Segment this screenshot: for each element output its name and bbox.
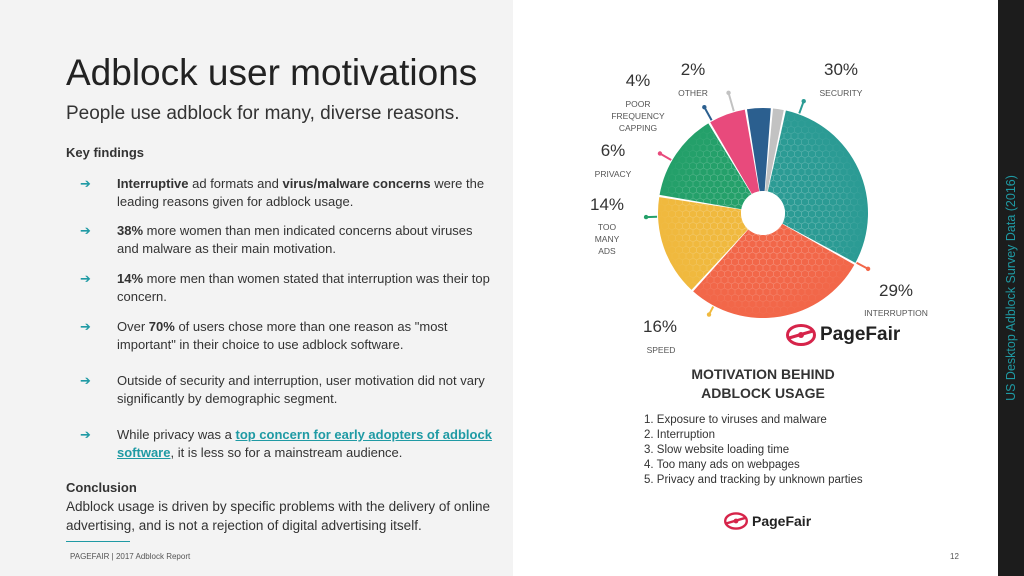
slice-texture <box>693 223 855 318</box>
pagefair-logo-icon <box>786 324 816 346</box>
donut-hole <box>741 191 785 235</box>
finding-run: Outside of security and interruption, us… <box>117 373 485 406</box>
pie-slice <box>710 109 760 194</box>
slice-value-label: 6% <box>601 141 626 160</box>
slice-texture <box>659 123 752 210</box>
finding-text: 38% more women than men indicated concer… <box>117 222 497 258</box>
slice-value-label: 16% <box>643 317 677 336</box>
finding-text: Outside of security and interruption, us… <box>117 372 497 408</box>
slice-category-label: TOO <box>598 222 617 232</box>
finding-emphasis: 70% <box>148 319 175 334</box>
slice-category-label: CAPPING <box>619 123 657 133</box>
slice-texture <box>767 110 869 263</box>
side-bar <box>998 0 1024 576</box>
slice-category-label: FREQUENCY <box>611 111 665 121</box>
slice-tick-dot <box>801 98 806 104</box>
arrow-right-icon: ➔ <box>80 427 91 442</box>
slice-category-label: OTHER <box>678 88 708 98</box>
slice-category-label: PRIVACY <box>595 169 632 179</box>
slice-value-label: 29% <box>879 281 913 300</box>
finding-text: While privacy was a top concern for earl… <box>117 426 497 462</box>
pagefair-brand-name: PageFair <box>820 324 901 345</box>
slice-value-label: 30% <box>824 60 858 79</box>
slice-tick-dot <box>706 312 712 317</box>
slice-category-label: SECURITY <box>820 88 863 98</box>
finding-run: more men than women stated that interrup… <box>117 271 490 304</box>
pie-slice <box>765 108 784 192</box>
finding-emphasis: 14% <box>117 271 144 286</box>
slice-category-label: ADS <box>598 246 616 256</box>
conclusion-heading: Conclusion <box>66 480 137 495</box>
slice-tick <box>727 92 735 112</box>
finding-emphasis: 38% <box>117 223 144 238</box>
slice-category-label: MANY <box>595 234 620 244</box>
legend-item: 4. Too many ads on webpages <box>644 459 800 471</box>
arrow-right-icon: ➔ <box>80 373 91 388</box>
finding-run: were the leading reasons given for adblo… <box>117 176 485 209</box>
slide-title: Adblock user motivations <box>66 52 478 93</box>
legend-item: 2. Interruption <box>644 429 715 441</box>
finding-run: more women than men indicated concerns a… <box>117 223 473 256</box>
finding-emphasis: virus/malware concerns <box>282 176 431 191</box>
finding-run: Over <box>117 319 149 334</box>
pie-slice <box>746 107 771 192</box>
finding-text: Interruptive ad formats and virus/malwar… <box>117 175 497 211</box>
arrow-right-icon: ➔ <box>80 223 91 238</box>
legend-item: 5. Privacy and tracking by unknown parti… <box>644 474 863 486</box>
finding-run: , it is less so for a mainstream audienc… <box>170 445 403 460</box>
footer-source: PAGEFAIR | 2017 Adblock Report <box>70 552 191 561</box>
key-findings-heading: Key findings <box>66 145 145 160</box>
conclusion-text: Adblock usage is driven by specific prob… <box>66 499 490 533</box>
slice-tick-dot <box>657 151 663 156</box>
slice-tick-dot <box>726 90 731 96</box>
left-panel <box>0 0 513 576</box>
slice-category-label: SPEED <box>647 345 676 355</box>
finding-link[interactable]: top concern for early adopters of adbloc… <box>117 427 492 460</box>
slice-value-label: 14% <box>590 195 624 214</box>
pagefair-logo: PageFair <box>786 324 900 346</box>
finding-run: While privacy was a <box>117 427 236 442</box>
page-number: 12 <box>950 552 959 561</box>
finding-text: Over 70% of users chose more than one re… <box>117 318 497 354</box>
slice-category-label: INTERRUPTION <box>864 308 928 318</box>
slice-value-label: 2% <box>681 60 706 79</box>
pagefair-logo-footer: PageFair <box>724 512 811 530</box>
finding-text: 14% more men than women stated that inte… <box>117 270 497 306</box>
slice-tick-dot <box>643 214 649 220</box>
pagefair-brand-name: PageFair <box>752 513 812 529</box>
arrow-right-icon: ➔ <box>80 319 91 334</box>
slice-category-label: POOR <box>625 99 650 109</box>
slice-texture <box>658 197 749 290</box>
slice-tick <box>703 106 713 121</box>
finding-run: ad formats and <box>188 176 283 191</box>
chart-title: MOTIVATION BEHIND ADBLOCK USAGE <box>691 366 835 401</box>
chart-legend: 1. Exposure to viruses and malware 2. In… <box>644 413 863 488</box>
slice-tick-dot <box>702 104 707 110</box>
pagefair-logo-icon <box>724 512 748 530</box>
finding-emphasis: Interruptive <box>117 176 189 191</box>
slice-tick-dot <box>865 266 871 272</box>
legend-item: 1. Exposure to viruses and malware <box>644 414 827 426</box>
slide-subtitle: People use adblock for many, diverse rea… <box>66 103 460 124</box>
finding-run: of users chose more than one reason as "… <box>117 319 448 352</box>
arrow-right-icon: ➔ <box>80 176 91 191</box>
footer-divider <box>66 541 130 542</box>
slice-value-label: 4% <box>626 71 651 90</box>
legend-item: 3. Slow website loading time <box>644 444 790 456</box>
arrow-right-icon: ➔ <box>80 271 91 286</box>
